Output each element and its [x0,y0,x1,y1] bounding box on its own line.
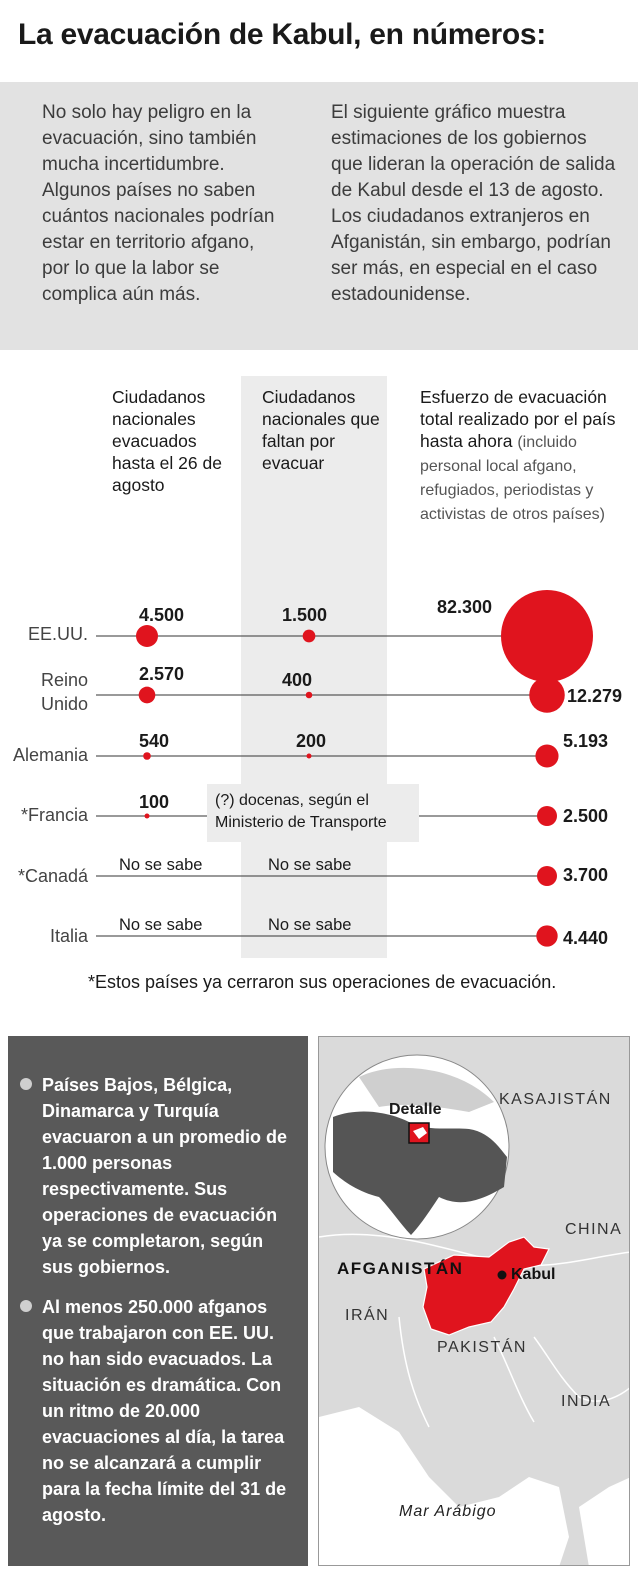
value-uk-evacuated: 2.570 [139,664,185,684]
bubble-usa-remaining [302,629,316,643]
afghanistan-shape [422,1236,550,1336]
map-label-afganistan: AFGANISTÁN [337,1259,464,1278]
bullet-icon [20,1078,32,1090]
value-italy-evacuated: No se sabe [119,916,203,934]
bubble-usa-total [501,590,593,682]
column-header-total-main: Esfuerzo de evacuación total realizado p… [420,387,616,451]
column-header-total-note: (incluido personal local afgano, refugia… [420,434,605,523]
row-label-italy: Italia [49,926,88,946]
bubble-germany-total [535,744,559,768]
bubble-uk-remaining [305,691,313,699]
remaining-column-background [241,376,387,958]
bubble-canada-total [537,866,557,886]
fact-text: Al menos 250.000 afganos que trabajaron … [42,1297,287,1525]
row-label-canada: *Canadá [17,866,88,886]
row-label-usa: EE.UU. [27,624,88,644]
value-uk-remaining: 400 [282,670,313,690]
map-label-china: CHINA [565,1221,623,1238]
map-label-sea: Mar Arábigo [399,1503,497,1520]
map-label-iran: IRÁN [345,1307,390,1324]
bubble-france-total [537,806,557,826]
row-label-uk: Reino Unido [40,670,88,714]
value-canada-remaining: No se sabe [268,856,352,874]
map-label-kasajistan: KASAJISTÁN [499,1091,612,1108]
value-canada-total: 3.700 [563,865,609,885]
map-graphic [319,1054,629,1565]
kabul-marker-icon [497,1270,507,1280]
france-annotation: (?) docenas, según el Ministerio de Tran… [207,784,419,842]
bubble-usa-evacuated [136,625,158,647]
region-map: Detalle KASAJISTÁN CHINA AFGANISTÁN Kabu… [318,1036,630,1566]
bubble-italy-total [536,925,558,947]
row-label-france: *Francia [20,805,88,825]
page-title: La evacuación de Kabul, en números: [18,18,546,51]
value-italy-total: 4.440 [563,928,609,948]
column-header-remaining: Ciudadanos nacionales que faltan por eva… [262,387,380,473]
map-label-kabul: Kabul [511,1266,556,1283]
intro-panel: No solo hay peligro en la evacuación, si… [0,82,638,350]
value-france-evacuated: 100 [139,792,170,812]
value-uk-total: 12.279 [567,686,623,706]
bubble-france-evacuated [144,813,150,819]
facts-panel: Países Bajos, Bélgica, Dinamarca y Turqu… [8,1036,308,1566]
footnote: *Estos países ya cerraron sus operacione… [88,972,557,992]
column-header-total: Esfuerzo de evacuación total realizado p… [420,386,630,526]
value-germany-remaining: 200 [296,731,327,751]
map-label-detail: Detalle [389,1101,442,1118]
row-label-germany: Alemania [12,745,88,765]
bubble-uk-total [529,677,565,713]
bubble-germany-evacuated [143,752,151,760]
intro-right-text: El siguiente gráfico muestra estimacione… [331,102,616,305]
bubble-germany-remaining [306,753,312,759]
value-italy-remaining: No se sabe [268,916,352,934]
value-france-total: 2.500 [563,806,609,826]
value-usa-evacuated: 4.500 [139,605,185,625]
value-germany-total: 5.193 [563,731,609,751]
value-canada-evacuated: No se sabe [119,856,203,874]
map-label-pakistan: PAKISTÁN [437,1339,527,1356]
bullet-icon [20,1300,32,1312]
bubble-chart [96,590,593,947]
bay-shape [579,1477,629,1565]
map-label-india: INDIA [561,1393,612,1410]
intro-left-text: No solo hay peligro en la evacuación, si… [42,102,275,305]
value-usa-total: 82.300 [437,597,493,617]
fact-text: Países Bajos, Bélgica, Dinamarca y Turqu… [42,1075,288,1277]
bubble-uk-evacuated [138,686,156,704]
column-header-evacuated: Ciudadanos nacionales evacuados hasta el… [112,387,222,495]
value-germany-evacuated: 540 [139,731,170,751]
arabian-sea-shape [319,1407,569,1565]
value-usa-remaining: 1.500 [282,605,328,625]
